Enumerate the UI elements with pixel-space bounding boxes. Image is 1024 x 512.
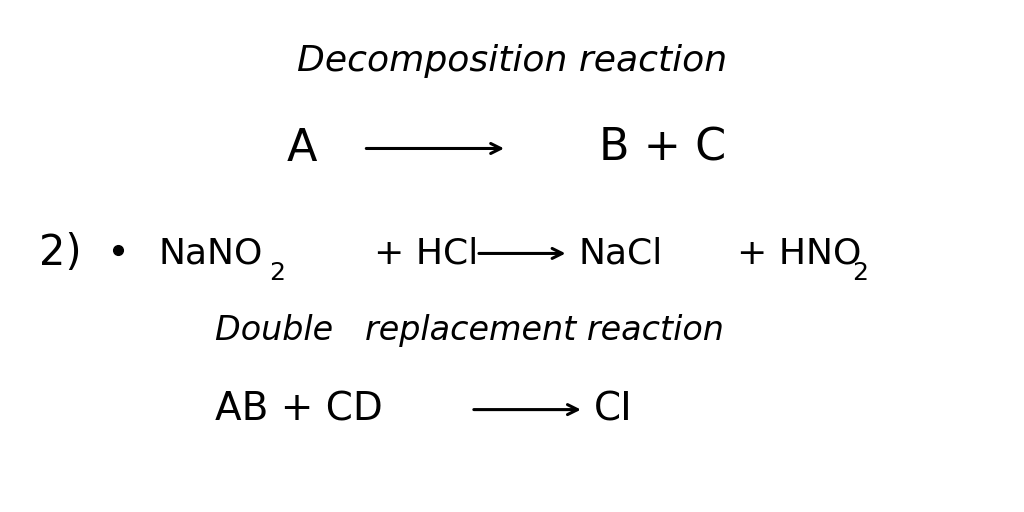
Text: Double   replacement reaction: Double replacement reaction	[215, 314, 724, 347]
Text: CI: CI	[594, 391, 633, 429]
Text: NaCl: NaCl	[579, 237, 663, 270]
Text: 2): 2)	[39, 232, 82, 274]
Text: + HNO: + HNO	[737, 237, 861, 270]
Text: A: A	[287, 127, 317, 170]
Text: 2: 2	[269, 261, 286, 285]
Text: NaNO: NaNO	[159, 237, 263, 270]
Text: Decomposition reaction: Decomposition reaction	[297, 45, 727, 78]
Text: 2: 2	[852, 261, 868, 285]
Text: B + C: B + C	[599, 127, 726, 170]
Text: AB + CD: AB + CD	[215, 391, 383, 429]
Text: + HCl: + HCl	[374, 237, 478, 270]
